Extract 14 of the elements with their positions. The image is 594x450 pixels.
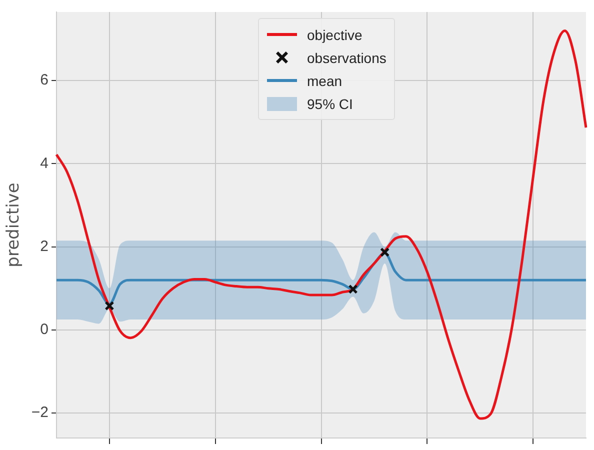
legend-label: observations bbox=[307, 50, 386, 66]
y-tick-label: 4 bbox=[40, 154, 48, 172]
point bbox=[380, 247, 390, 258]
y-tick-label: −2 bbox=[31, 404, 48, 422]
annotation: 95% CI bbox=[307, 96, 353, 112]
legend-label: objective bbox=[307, 26, 362, 42]
line-series bbox=[55, 29, 588, 420]
y-tick-label: 6 bbox=[40, 72, 48, 89]
point bbox=[104, 301, 114, 311]
point bbox=[348, 284, 358, 294]
y-axis-title: predictive bbox=[4, 182, 24, 268]
legend-label: mean bbox=[307, 72, 342, 88]
y-tick-label: 0 bbox=[40, 321, 48, 338]
y-tick-label: 2 bbox=[40, 238, 48, 255]
